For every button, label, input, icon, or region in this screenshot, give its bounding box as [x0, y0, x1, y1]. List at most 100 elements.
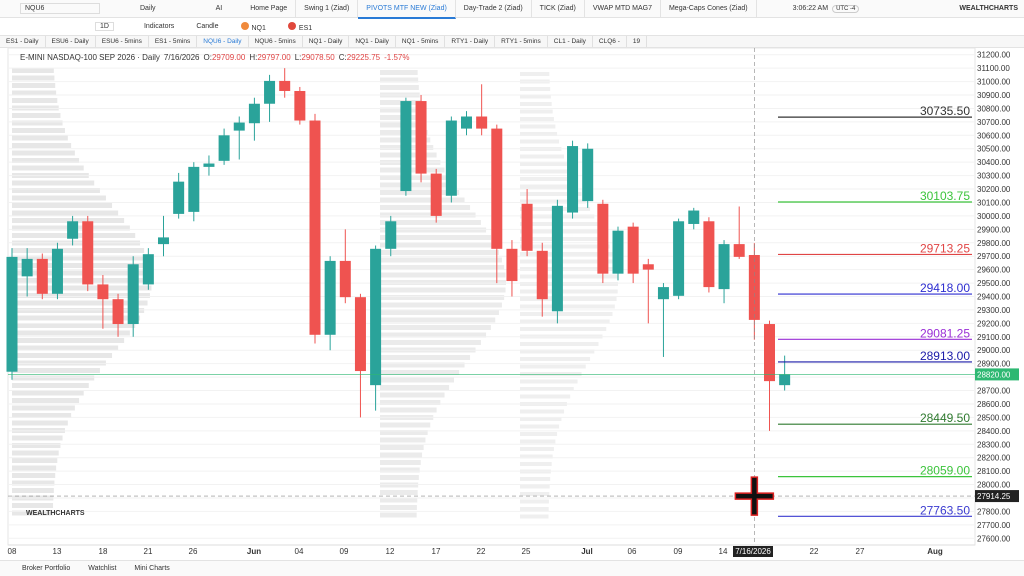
profile-bar — [520, 184, 578, 189]
chart-tab[interactable]: NQU6 - Daily — [197, 36, 249, 47]
price-tick-label: 29000.00 — [977, 346, 1011, 355]
candle-body — [218, 135, 230, 161]
candle-body — [324, 260, 336, 335]
timezone[interactable]: UTC -4 — [832, 4, 860, 13]
interval[interactable]: Daily — [140, 5, 156, 12]
profile-bar — [12, 353, 113, 358]
profile-bar — [520, 319, 610, 324]
candle-body — [82, 221, 94, 285]
chart-tab[interactable]: CLQ6 - — [593, 36, 627, 47]
candle-body — [627, 226, 639, 274]
chart-tab[interactable]: ES1 - 5mins — [149, 36, 198, 47]
profile-bar — [12, 278, 152, 283]
price-tick-label: 30600.00 — [977, 131, 1011, 140]
profile-bar — [520, 477, 551, 481]
price-tick-label: 27800.00 — [977, 507, 1011, 516]
bottom-tab[interactable]: Mini Charts — [134, 565, 170, 572]
x-tick-label: Jul — [581, 547, 593, 556]
chart-tab[interactable]: ESU6 - Daily — [46, 36, 96, 47]
price-tick-label: 27700.00 — [977, 521, 1011, 530]
price-tick-label: 29500.00 — [977, 279, 1011, 288]
pivot-label: 30735.50 — [920, 104, 970, 118]
profile-bar — [520, 499, 549, 504]
profile-bar — [380, 295, 505, 300]
profile-bar — [380, 212, 476, 218]
profile-bar — [12, 420, 68, 426]
chart-tabs: ES1 - Daily ESU6 - Daily ESU6 - 5mins ES1 -… — [0, 36, 1024, 48]
brand[interactable]: WEALTHCHARTS — [959, 5, 1018, 12]
header-high-label: H: — [249, 53, 257, 62]
symbol-search[interactable]: NQU6 — [20, 3, 100, 14]
chart-tab[interactable]: CL1 - Daily — [548, 36, 593, 47]
pivot-label: 28059.00 — [920, 464, 970, 478]
layout-tab[interactable]: VWAP MTD MAG7 — [585, 0, 661, 17]
indicators-button[interactable]: Indicators — [143, 23, 175, 30]
profile-bar — [12, 465, 57, 471]
profile-bar — [380, 385, 450, 390]
ai-button[interactable]: AI — [215, 5, 223, 12]
layout-tab[interactable]: TICK (Ziad) — [532, 0, 585, 17]
profile-bar — [380, 280, 506, 285]
chart-tab[interactable]: NQ1 - 5mins — [396, 36, 446, 47]
x-tick-label: 22 — [810, 547, 819, 556]
candle-body — [142, 254, 154, 285]
bottom-tab[interactable]: Watchlist — [88, 565, 117, 572]
layout-tab[interactable]: PIVOTS MTF NEW (Ziad) — [358, 0, 456, 19]
compare-symbol[interactable]: ES1 — [298, 24, 313, 32]
profile-bar — [12, 473, 56, 478]
candle-body — [764, 324, 775, 382]
profile-bar — [12, 510, 53, 516]
layout-tab[interactable]: Day-Trade 2 (Ziad) — [456, 0, 532, 17]
chart-tab[interactable]: NQ1 - Daily — [349, 36, 396, 47]
price-tick-label: 29800.00 — [977, 239, 1011, 248]
price-tick-label: 28400.00 — [977, 427, 1011, 436]
profile-bar — [380, 377, 454, 383]
compare-symbol[interactable]: NQ1 — [251, 24, 266, 32]
bottom-tab[interactable]: Broker Portfolio — [22, 565, 71, 572]
candle-body — [476, 116, 488, 129]
candle-body — [173, 181, 185, 214]
profile-bar — [380, 332, 487, 338]
chart-tab[interactable]: 19 — [627, 36, 648, 47]
chart-tab[interactable]: ES1 - Daily — [0, 36, 46, 47]
profile-bar — [520, 379, 578, 384]
timeframe[interactable]: 1D — [95, 22, 114, 31]
x-tick-label: 27 — [856, 547, 865, 556]
x-tick-label: Jun — [247, 547, 261, 556]
profile-bar — [520, 364, 586, 369]
chart-tab[interactable]: ESU6 - 5mins — [96, 36, 149, 47]
chart-tab[interactable]: NQ1 - Daily — [303, 36, 350, 47]
price-tick-label: 28200.00 — [977, 454, 1011, 463]
x-tick-label: 21 — [144, 547, 153, 556]
pivot-label: 30103.75 — [920, 189, 970, 203]
profile-bar — [12, 158, 80, 163]
candle-body — [400, 101, 412, 192]
top-toolbar: NQU6 Daily AI Home Page Swing 1 (Ziad) PIV… — [0, 0, 1024, 19]
candle-body — [97, 284, 109, 300]
profile-bar — [380, 430, 428, 435]
layout-tab[interactable]: Home Page — [242, 0, 297, 17]
pivot-label: 28449.50 — [920, 411, 970, 425]
style-button[interactable]: Candle — [196, 23, 219, 30]
profile-bar — [380, 317, 496, 323]
chart-tab[interactable]: RTY1 - 5mins — [495, 36, 548, 47]
profile-bar — [520, 424, 560, 429]
x-tick-label: 09 — [340, 547, 349, 556]
price-tick-label: 30800.00 — [977, 104, 1011, 113]
layout-tab[interactable]: Mega-Caps Cones (Ziad) — [661, 0, 757, 17]
profile-bar — [380, 287, 506, 293]
profile-bar — [520, 492, 550, 496]
chart-tab[interactable]: NQU6 - 5mins — [249, 36, 303, 47]
profile-bar — [520, 484, 550, 489]
chart-tab[interactable]: RTY1 - Daily — [445, 36, 496, 47]
profile-bar — [520, 304, 615, 309]
candle-body — [354, 297, 366, 372]
layout-tab[interactable]: Swing 1 (Ziad) — [296, 0, 359, 17]
profile-bar — [12, 375, 95, 381]
price-tick-label: 30900.00 — [977, 91, 1011, 100]
candle-body — [779, 374, 791, 386]
chart: 31200.00 31100.00 31000.00 30900.00 30800.00… — [6, 48, 1019, 557]
candle-body — [597, 203, 609, 274]
candle-body — [567, 146, 579, 213]
